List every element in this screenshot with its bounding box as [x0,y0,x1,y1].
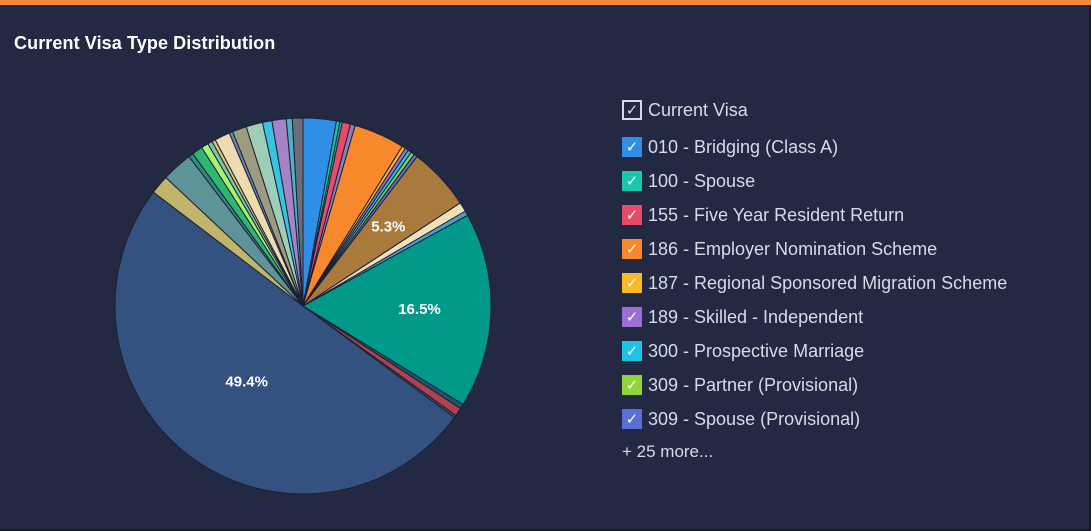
legend-checkbox-icon[interactable]: ✓ [622,239,642,259]
legend-item-label: 010 - Bridging (Class A) [648,136,839,157]
legend-header-label: Current Visa [648,99,748,120]
legend-item[interactable]: ✓ 186 - Employer Nomination Scheme [622,232,1007,266]
slice-data-label: 49.4% [225,373,268,390]
legend-item[interactable]: ✓ 155 - Five Year Resident Return [622,198,1007,232]
legend-checkbox-icon[interactable]: ✓ [622,409,642,429]
pie-slice[interactable] [291,117,304,307]
pie-slices [114,117,492,495]
pie-slice[interactable] [114,191,456,495]
legend-checkbox-icon[interactable]: ✓ [622,205,642,225]
legend-item[interactable]: ✓ 187 - Regional Sponsored Migration Sche… [622,266,1007,300]
panel-title: Current Visa Type Distribution [14,33,276,53]
legend-checkbox-icon[interactable]: ✓ [622,171,642,191]
legend-item[interactable]: ✓ 100 - Spouse [622,164,1007,198]
legend-checkbox-icon[interactable]: ✓ [622,273,642,293]
legend-item[interactable]: ✓ 300 - Prospective Marriage [622,334,1007,368]
legend-checkbox-icon[interactable]: ✓ [622,375,642,395]
slice-data-label: 16.5% [398,301,441,318]
legend-item-label: 100 - Spouse [648,170,756,191]
pie-slice[interactable] [302,214,492,406]
legend-items: ✓ 010 - Bridging (Class A) ✓ 100 - Spouse ✓ 1… [622,130,1007,436]
legend: ✓ Current Visa ✓ 010 - Bridging (Class A)… [622,96,1007,462]
pie-labels: 5.3% 16.5% 49.4% [225,219,440,391]
legend-item-label: 309 - Partner (Provisional) [648,374,859,395]
checkbox-icon[interactable]: ✓ [622,100,642,120]
legend-checkbox-icon[interactable]: ✓ [622,341,642,361]
legend-more-link[interactable]: + 25 more... [622,442,714,461]
legend-item[interactable]: ✓ 309 - Spouse (Provisional) [622,402,1007,436]
legend-item-label: 309 - Spouse (Provisional) [648,408,861,429]
legend-item-label: 186 - Employer Nomination Scheme [648,238,938,259]
pie-chart: 5.3% 16.5% 49.4% [114,117,492,495]
legend-item[interactable]: ✓ 010 - Bridging (Class A) [622,130,1007,164]
legend-checkbox-icon[interactable]: ✓ [622,137,642,157]
slice-data-label: 5.3% [371,219,405,236]
legend-item-label: 189 - Skilled - Independent [648,306,864,327]
legend-item-label: 187 - Regional Sponsored Migration Schem… [648,272,1008,293]
legend-item-label: 155 - Five Year Resident Return [648,204,905,225]
legend-item-label: 300 - Prospective Marriage [648,340,865,361]
legend-checkbox-icon[interactable]: ✓ [622,307,642,327]
panel-accent-bar [0,0,1091,5]
legend-item[interactable]: ✓ 309 - Partner (Provisional) [622,368,1007,402]
legend-item[interactable]: ✓ 189 - Skilled - Independent [622,300,1007,334]
legend-header-toggle[interactable]: ✓ Current Visa [622,96,1007,124]
